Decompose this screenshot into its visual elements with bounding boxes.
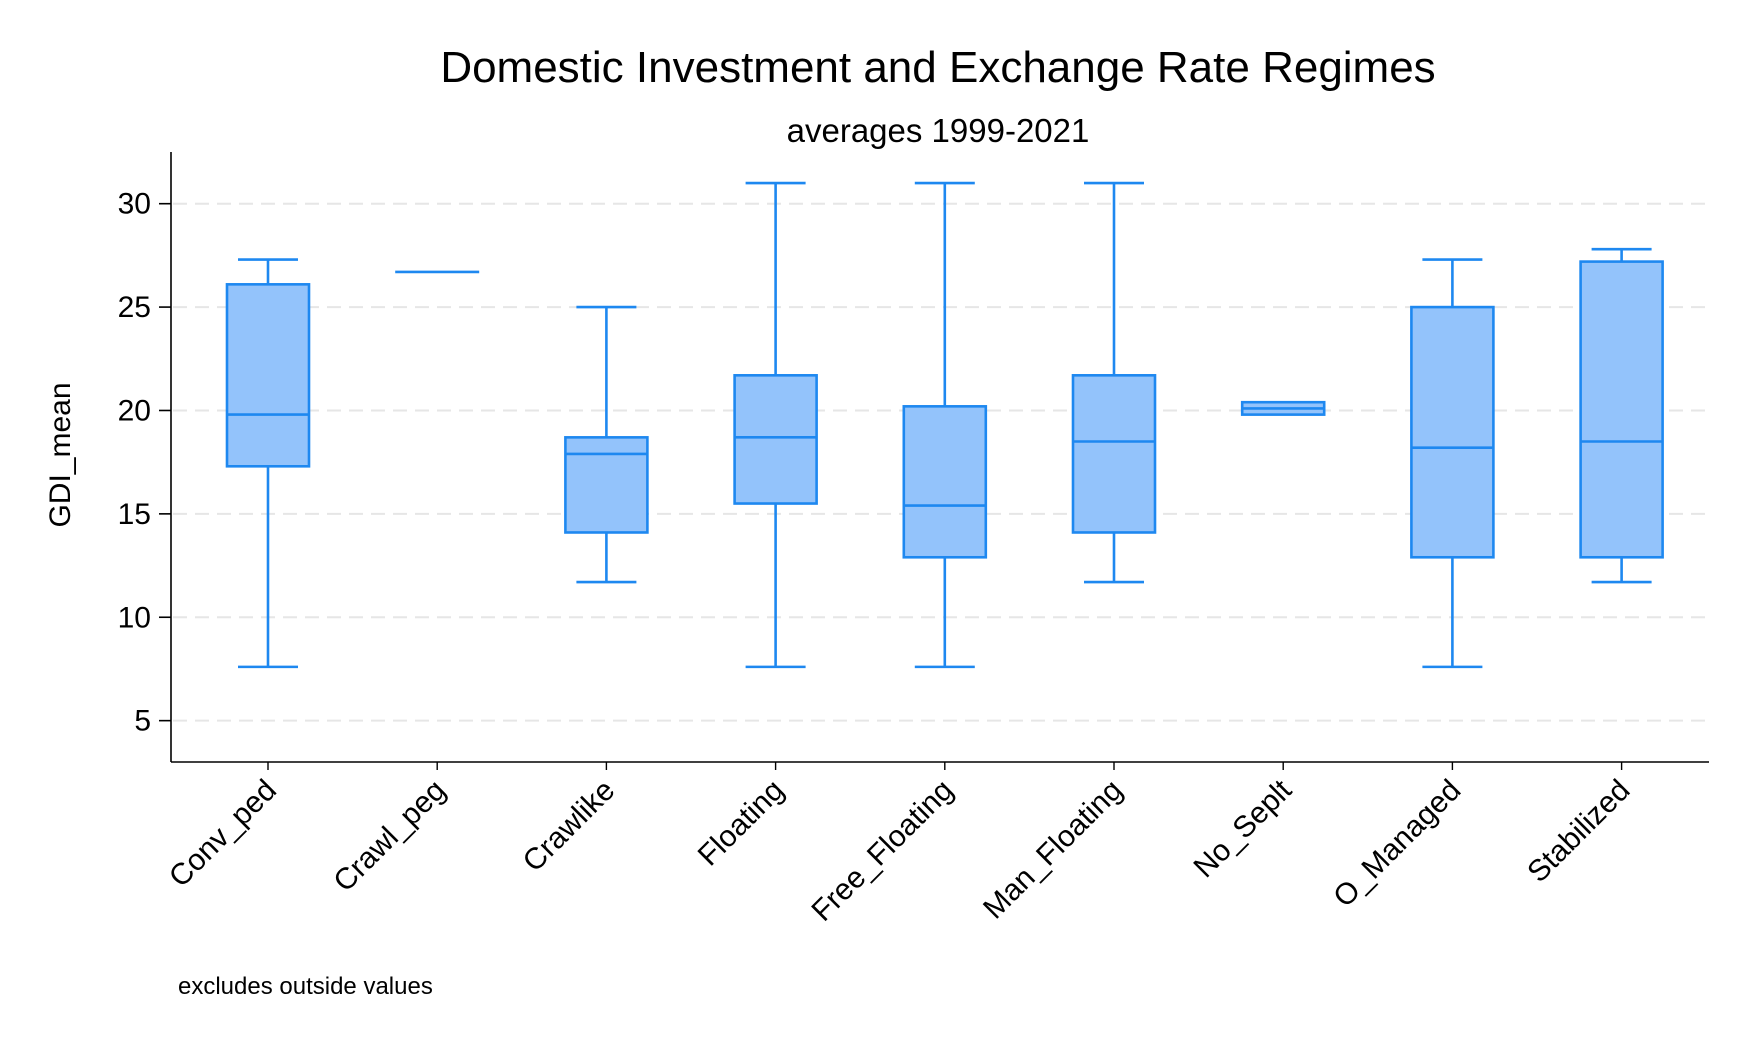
chart-note: excludes outside values: [178, 973, 433, 1000]
iqr-box: [1579, 260, 1664, 559]
box-O_Managed: [1410, 258, 1495, 669]
y-tick-label: 20: [118, 394, 151, 427]
box-Stabilized: [1579, 247, 1664, 584]
x-category-label: Conv_ped: [163, 774, 283, 894]
x-category-label: Stabilized: [1521, 774, 1636, 889]
box-series: [225, 181, 1664, 669]
x-category-label: Man_Floating: [977, 774, 1129, 926]
axes: 5 10 15 20 25 30: [118, 152, 1709, 770]
chart-subtitle: averages 1999-2021: [787, 112, 1090, 149]
iqr-box: [902, 405, 988, 559]
category-labels: Conv_ped Crawl_peg Crawlike Floating Free_Fl…: [163, 773, 1637, 928]
iqr-box: [1410, 305, 1495, 559]
x-category-label: Floating: [692, 774, 791, 873]
iqr-box: [733, 374, 818, 505]
x-category-label: Free_Floating: [806, 774, 960, 928]
y-tick-label: 10: [118, 601, 151, 634]
box-Conv_ped: [225, 258, 311, 669]
box-Floating: [733, 181, 818, 669]
x-category-label: No_Seplt: [1188, 773, 1299, 884]
y-tick-label: 30: [118, 188, 151, 221]
y-tick-label: 25: [118, 291, 151, 324]
y-tick-label: 15: [118, 498, 151, 531]
box-Free_Floating: [902, 181, 988, 669]
x-category-label: O_Managed: [1327, 774, 1467, 914]
chart-title: Domestic Investment and Exchange Rate Re…: [440, 43, 1435, 92]
y-axis-label: GDI_mean: [44, 382, 77, 527]
x-category-label: Crawl_peg: [327, 774, 452, 899]
iqr-box: [1071, 374, 1157, 534]
iqr-box: [225, 283, 311, 468]
box-Man_Floating: [1071, 181, 1157, 584]
x-category-label: Crawlike: [517, 774, 622, 879]
box-Crawlike: [564, 305, 649, 584]
iqr-box: [564, 436, 649, 534]
box-No_Seplt: [1240, 400, 1326, 416]
y-tick-label: 5: [134, 705, 151, 738]
